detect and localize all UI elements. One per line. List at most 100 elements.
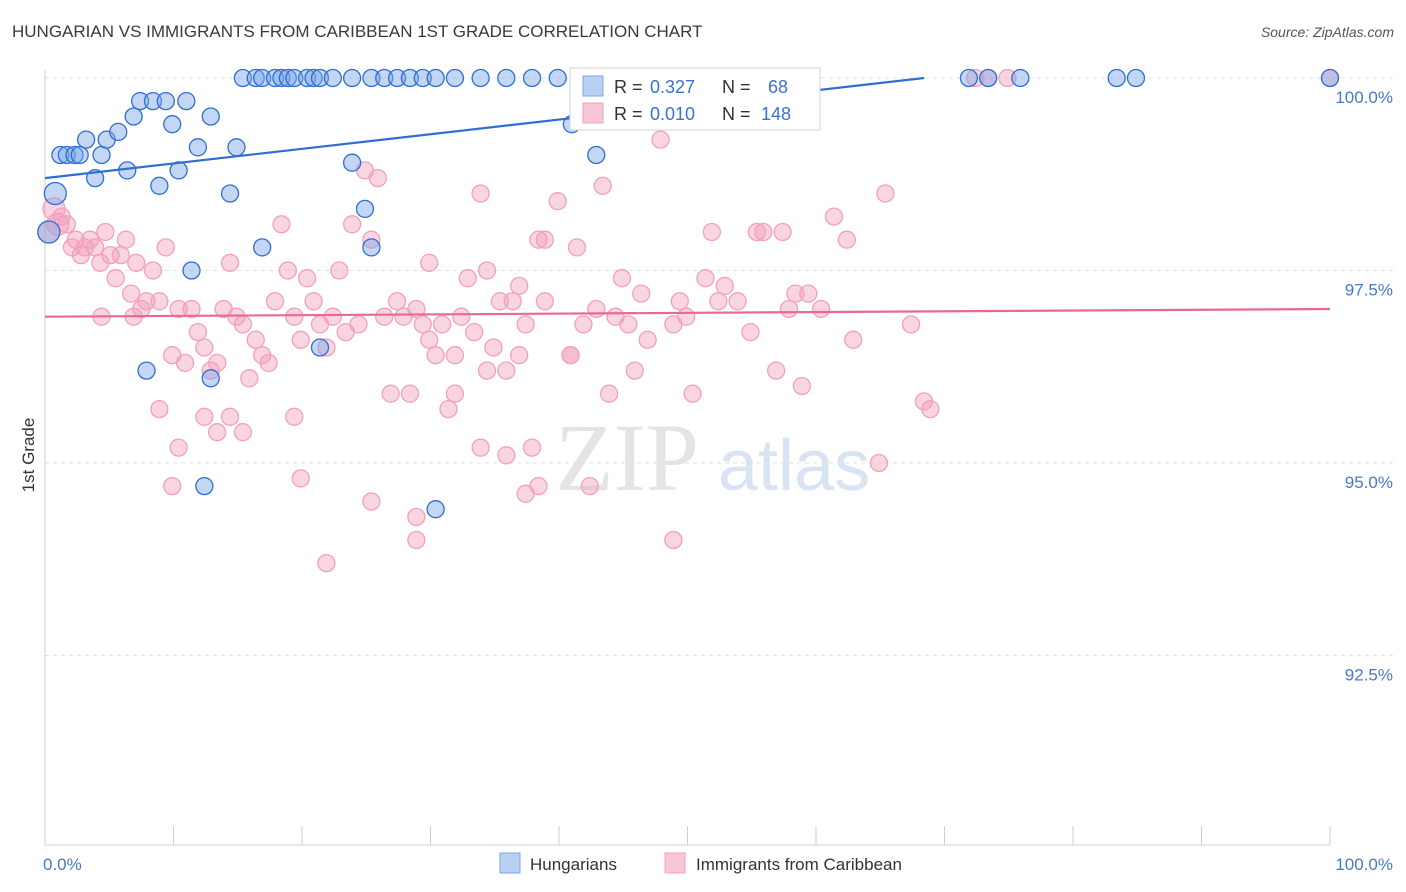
- caribbean-point-131: [220, 407, 240, 426]
- hungarians-point-65: [195, 476, 214, 496]
- caribbean-point-75: [490, 292, 510, 311]
- caribbean-point-150: [606, 307, 625, 326]
- hungarians-point-12: [124, 107, 143, 126]
- caribbean-point-106: [747, 222, 767, 242]
- hungarians-point-4: [65, 145, 84, 165]
- series-hungarians: [37, 68, 1340, 519]
- caribbean-point-108: [767, 361, 786, 380]
- caribbean-point-80: [522, 438, 542, 457]
- caribbean-point-132: [233, 423, 253, 442]
- caribbean-point-89: [593, 176, 612, 195]
- hungarians-point-58: [355, 199, 375, 219]
- hungarians-point-14: [143, 91, 163, 111]
- caribbean-point-109: [773, 222, 792, 242]
- caribbean-point-139: [471, 438, 490, 457]
- stats-r-value-1: 0.327: [650, 77, 695, 97]
- caribbean-point-115: [869, 453, 889, 473]
- caribbean-point-40: [265, 292, 285, 311]
- y-tick-labels: 100.0% 97.5% 95.0% 92.5%: [1335, 88, 1393, 685]
- caribbean-point-29: [195, 338, 214, 357]
- caribbean-point-99: [677, 307, 696, 326]
- legend-label-caribbean[interactable]: Immigrants from Caribbean: [696, 855, 902, 874]
- caribbean-point-28: [188, 322, 208, 342]
- hungarians-point-38: [387, 68, 407, 88]
- x-tick-label-right: 100.0%: [1335, 855, 1393, 874]
- caribbean-point-39: [259, 353, 278, 373]
- hungarians-point-33: [310, 68, 330, 88]
- hungarians-point-35: [342, 68, 362, 88]
- caribbean-point-63: [413, 315, 432, 334]
- caribbean-point-49: [323, 307, 342, 326]
- legend-label-hungarians[interactable]: Hungarians: [530, 855, 617, 874]
- watermark-atlas: atlas: [718, 426, 870, 506]
- hungarians-point-19: [177, 91, 196, 111]
- caribbean-point-110: [779, 299, 799, 319]
- hungarians-point-10: [109, 122, 128, 142]
- stats-n-label-1: N =: [722, 77, 751, 97]
- legend: Hungarians Immigrants from Caribbean: [499, 852, 902, 874]
- caribbean-point-20: [137, 292, 156, 311]
- caribbean-point-113: [824, 207, 844, 226]
- caribbean-point-37: [246, 330, 265, 349]
- legend-swatch-hungarians[interactable]: [499, 852, 521, 874]
- caribbean-point-53: [349, 315, 368, 334]
- caribbean-point-17: [121, 284, 141, 303]
- caribbean-point-101: [696, 269, 715, 288]
- hungarians-point-5: [70, 145, 89, 165]
- hungarians-point-43: [471, 68, 490, 88]
- caribbean-point-149: [561, 346, 580, 365]
- caribbean-point-86: [574, 315, 593, 334]
- hungarians-point-68: [587, 145, 606, 165]
- hungarians-point-21: [201, 107, 220, 126]
- hungarians-point-32: [304, 68, 323, 88]
- watermark-zip: ZIP: [555, 404, 699, 511]
- caribbean-point-96: [651, 130, 670, 149]
- caribbean-point-151: [709, 292, 728, 311]
- caribbean-point-145: [445, 346, 465, 365]
- legend-swatch-caribbean[interactable]: [664, 852, 686, 874]
- chart-source: Source: ZipAtlas.com: [1260, 24, 1394, 40]
- caribbean-point-55: [362, 230, 381, 249]
- caribbean-point-130: [208, 423, 227, 442]
- hungarians-point-22: [220, 184, 240, 203]
- caribbean-point-18: [127, 253, 146, 272]
- caribbean-point-81: [529, 230, 548, 249]
- stats-n-value-1: 68: [768, 77, 788, 97]
- caribbean-point-72: [471, 184, 490, 203]
- hungarians-point-2: [51, 145, 70, 165]
- x-tick-label-left: 0.0%: [43, 855, 82, 874]
- stats-swatch-pink: [582, 102, 604, 124]
- caribbean-point-148: [535, 230, 555, 249]
- caribbean-point-126: [150, 399, 169, 419]
- caribbean-point-85: [567, 238, 587, 257]
- hungarians-point-51: [959, 68, 979, 88]
- caribbean-point-119: [921, 399, 940, 419]
- caribbean-point-10: [85, 238, 105, 257]
- stats-n-value-2: 148: [761, 104, 791, 124]
- hungarians-point-23: [227, 138, 246, 157]
- caribbean-point-65: [426, 346, 445, 365]
- hungarians-point-15: [150, 176, 169, 195]
- caribbean-point-129: [195, 407, 214, 426]
- hungarians-point-64: [310, 338, 330, 357]
- caribbean-point-46: [304, 292, 323, 311]
- caribbean-point-43: [285, 307, 304, 326]
- caribbean-point-146: [477, 361, 497, 380]
- caribbean-point-90: [599, 384, 619, 403]
- caribbean-point-77: [503, 292, 522, 311]
- hungarians-point-29: [278, 68, 298, 88]
- hungarians-point-30: [285, 68, 304, 88]
- caribbean-point-74: [484, 338, 503, 357]
- caribbean-point-71: [465, 322, 484, 342]
- trend-line-caribbean: [44, 307, 1331, 318]
- caribbean-point-13: [101, 245, 120, 265]
- hungarians-point-55: [1126, 68, 1146, 88]
- caribbean-point-61: [400, 384, 420, 403]
- hungarians-point-6: [76, 130, 96, 149]
- hungarians-point-52: [979, 68, 998, 88]
- hungarians-point-53: [1011, 68, 1030, 88]
- caribbean-point-41: [272, 215, 291, 234]
- caribbean-point-50: [330, 261, 349, 280]
- caribbean-point-66: [432, 315, 452, 334]
